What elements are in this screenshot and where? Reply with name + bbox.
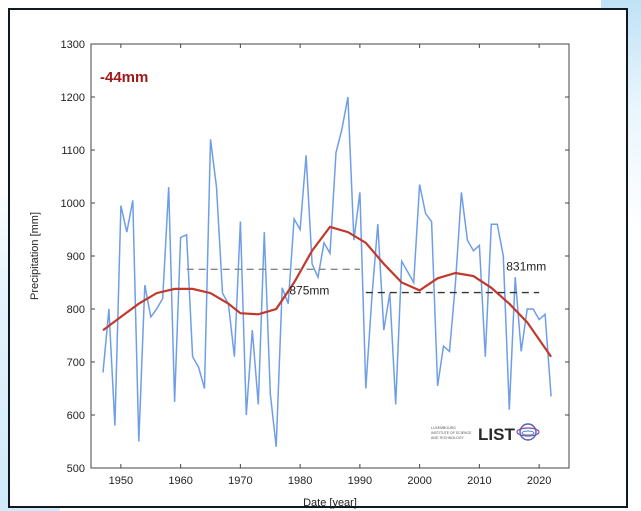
y-tick-label: 800 — [67, 304, 85, 316]
x-tick-label: 2000 — [407, 475, 431, 487]
logo-line-2: INSTITUTE OF SCIENCE — [431, 431, 472, 435]
x-tick-label: 1980 — [288, 475, 312, 487]
x-tick-label: 1960 — [168, 475, 192, 487]
x-tick-label: 1970 — [228, 475, 252, 487]
x-axis-title: Date [year] — [303, 497, 357, 509]
y-axis-title: Precipitation [mm] — [29, 212, 41, 300]
y-tick-label: 1300 — [61, 39, 85, 51]
series-smoothed-line — [102, 225, 553, 358]
x-tick-label: 2020 — [527, 475, 551, 487]
y-tick-label: 600 — [67, 410, 85, 422]
change-annotation: -44mm — [100, 69, 148, 86]
list-logo: LUXEMBOURG INSTITUTE OF SCIENCE AND TECH… — [431, 423, 540, 444]
x-tick-label: 1950 — [109, 475, 133, 487]
logo-line-3: AND TECHNOLOGY — [431, 436, 464, 440]
y-tick-label: 1200 — [61, 92, 85, 104]
y-tick-label: 1000 — [61, 198, 85, 210]
y-tick-label: 900 — [67, 251, 85, 263]
y-axis: 500 600 700 800 900 1000 1100 1200 1300 — [61, 39, 569, 475]
globe-icon — [516, 423, 540, 441]
series-annual-line — [102, 96, 552, 447]
y-tick-label: 700 — [67, 357, 85, 369]
y-tick-label: 500 — [67, 463, 85, 475]
logo-wordmark: LIST — [478, 425, 515, 444]
logo-line-1: LUXEMBOURG — [431, 426, 456, 430]
x-axis: 1950 1960 1970 1980 1990 2000 2010 2020 — [109, 44, 551, 487]
mean-early-label: 875mm — [289, 283, 329, 297]
y-tick-label: 1100 — [61, 145, 85, 157]
x-tick-label: 1990 — [348, 475, 372, 487]
series-layer — [102, 96, 553, 447]
x-tick-label: 2010 — [467, 475, 491, 487]
plot-area — [90, 43, 570, 469]
mean-late-label: 831mm — [506, 260, 546, 274]
